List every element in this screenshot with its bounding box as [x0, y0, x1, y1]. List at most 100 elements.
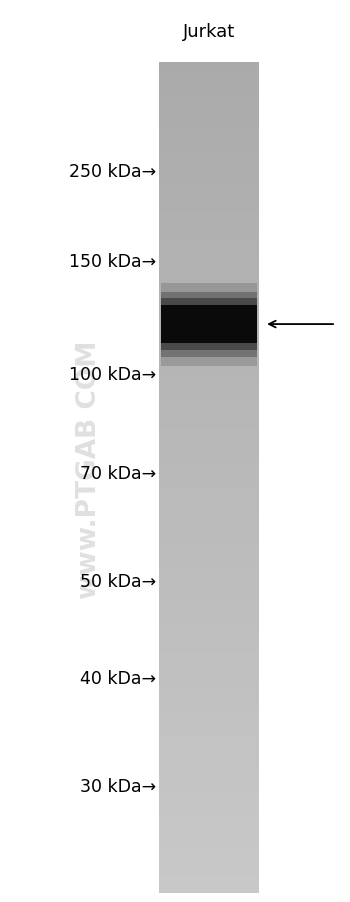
Bar [159, 652, 259, 660]
Text: Jurkat: Jurkat [183, 23, 235, 41]
Bar [159, 851, 259, 860]
Bar [159, 403, 259, 411]
Bar [159, 843, 259, 851]
Bar [159, 470, 259, 478]
Bar [159, 271, 259, 279]
Bar [159, 387, 259, 395]
Bar [159, 213, 259, 221]
Bar [159, 328, 259, 337]
Bar [159, 636, 259, 644]
Bar [161, 292, 257, 357]
Bar [159, 395, 259, 403]
Bar [159, 154, 259, 162]
Bar [159, 229, 259, 237]
Bar [159, 296, 259, 304]
Bar [159, 196, 259, 204]
Bar [159, 686, 259, 694]
Bar [159, 826, 259, 835]
Bar [159, 694, 259, 702]
Bar [159, 345, 259, 354]
Bar [159, 354, 259, 362]
Text: 50 kDa→: 50 kDa→ [80, 573, 156, 591]
Bar [159, 279, 259, 287]
Bar [159, 586, 259, 594]
Bar [159, 287, 259, 296]
Bar [159, 428, 259, 437]
Text: 40 kDa→: 40 kDa→ [80, 669, 156, 687]
Bar [159, 63, 259, 71]
Bar [159, 785, 259, 794]
Bar [159, 79, 259, 88]
Bar [159, 628, 259, 636]
Bar [159, 835, 259, 843]
Text: 150 kDa→: 150 kDa→ [69, 253, 156, 271]
Text: 70 kDa→: 70 kDa→ [80, 465, 156, 483]
Bar [159, 677, 259, 686]
Bar [159, 478, 259, 486]
Bar [159, 188, 259, 196]
Bar [159, 511, 259, 520]
Bar [159, 245, 259, 254]
Bar [159, 810, 259, 818]
Bar [159, 769, 259, 777]
Bar [159, 162, 259, 171]
Bar [159, 71, 259, 79]
Bar [161, 283, 257, 366]
Bar [159, 594, 259, 603]
Bar [159, 171, 259, 179]
Bar [159, 553, 259, 561]
Bar [159, 719, 259, 727]
Bar [159, 88, 259, 97]
Bar [159, 379, 259, 387]
Bar [159, 777, 259, 785]
Bar [159, 877, 259, 885]
Bar [159, 528, 259, 536]
Bar [159, 669, 259, 677]
Bar [159, 752, 259, 760]
Bar [159, 860, 259, 868]
Bar [159, 337, 259, 345]
Bar [159, 545, 259, 553]
Text: 250 kDa→: 250 kDa→ [69, 162, 156, 180]
Bar [159, 520, 259, 528]
Text: 100 kDa→: 100 kDa→ [69, 365, 156, 383]
Bar [159, 320, 259, 328]
Bar [159, 569, 259, 577]
Bar [159, 453, 259, 462]
Bar [159, 577, 259, 586]
Bar [159, 312, 259, 320]
Bar [159, 743, 259, 752]
Bar [159, 437, 259, 445]
Text: www.PTGAB COM: www.PTGAB COM [76, 340, 102, 598]
Bar [159, 204, 259, 213]
Bar [159, 105, 259, 113]
Bar [159, 868, 259, 877]
Bar [159, 536, 259, 545]
Bar [159, 802, 259, 810]
Bar [159, 503, 259, 511]
Bar [159, 561, 259, 569]
Bar [159, 794, 259, 802]
Bar [159, 411, 259, 420]
Bar [159, 113, 259, 121]
Bar [159, 304, 259, 312]
Bar [159, 727, 259, 735]
Bar [159, 237, 259, 245]
Bar [159, 760, 259, 769]
Bar [159, 735, 259, 743]
Bar [159, 885, 259, 893]
Bar [159, 494, 259, 503]
Bar [159, 702, 259, 711]
Bar [159, 660, 259, 669]
Bar [159, 130, 259, 138]
Bar [159, 262, 259, 271]
Bar [159, 370, 259, 379]
Bar [159, 818, 259, 826]
Bar [159, 603, 259, 611]
Bar [159, 486, 259, 494]
Bar [159, 619, 259, 628]
Bar [159, 711, 259, 719]
Bar [159, 611, 259, 619]
Bar [159, 462, 259, 470]
Text: 30 kDa→: 30 kDa→ [80, 778, 156, 796]
